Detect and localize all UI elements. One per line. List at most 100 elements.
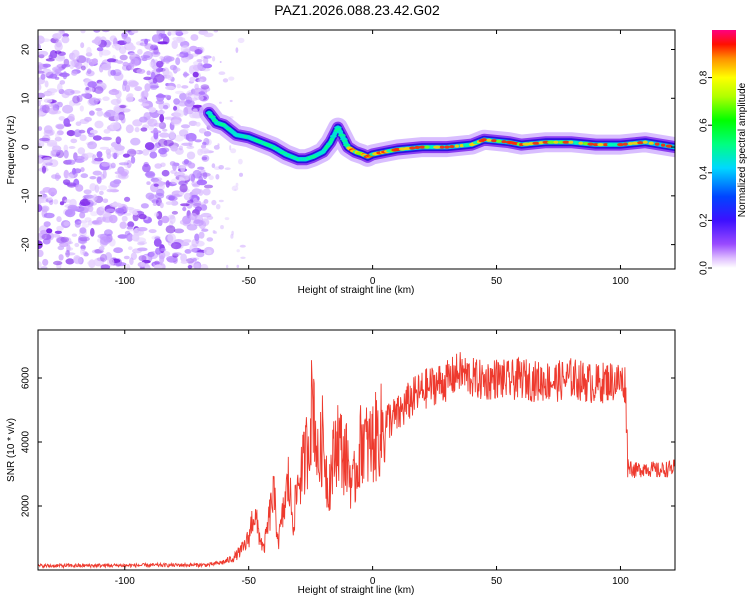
noise-blob bbox=[70, 138, 78, 144]
noise-blob bbox=[194, 206, 202, 212]
noise-blob bbox=[215, 174, 220, 180]
noise-blob bbox=[106, 152, 112, 160]
noise-blob bbox=[181, 85, 189, 89]
noise-blob bbox=[67, 174, 74, 180]
noise-blob bbox=[201, 228, 209, 232]
noise-blob bbox=[189, 76, 196, 83]
colorbar-tick-label: 0.0 bbox=[699, 261, 710, 275]
noise-blob bbox=[181, 142, 193, 146]
noise-blob bbox=[79, 198, 91, 206]
ridge-hotspot bbox=[501, 140, 507, 144]
noise-blob bbox=[176, 53, 184, 57]
noise-blob bbox=[130, 137, 141, 146]
x-tick-label: -100 bbox=[115, 276, 135, 287]
noise-blob bbox=[202, 188, 211, 196]
noise-blob bbox=[38, 110, 42, 118]
noise-blob bbox=[142, 149, 150, 156]
noise-blob bbox=[87, 220, 93, 226]
colorbar-ticks: 0.0 0.2 0.4 0.6 0.8 bbox=[699, 70, 712, 275]
noise-blob bbox=[113, 152, 118, 159]
noise-blob bbox=[183, 71, 188, 78]
noise-blob bbox=[129, 45, 136, 51]
ridge-hotspot bbox=[607, 143, 615, 147]
ridge-hotspot bbox=[486, 138, 492, 142]
noise-blob bbox=[56, 124, 65, 130]
noise-blob bbox=[101, 30, 110, 33]
noise-blob bbox=[39, 194, 49, 200]
noise-blob bbox=[124, 85, 131, 92]
noise-blob bbox=[79, 236, 90, 242]
ridge-hotspot bbox=[558, 140, 564, 144]
noise-blob bbox=[51, 145, 62, 153]
noise-blob bbox=[75, 62, 83, 70]
ridge-hotspot bbox=[568, 140, 574, 144]
noise-blob bbox=[98, 185, 108, 191]
noise-blob bbox=[184, 99, 195, 107]
noise-blob bbox=[123, 36, 132, 44]
noise-blob bbox=[117, 172, 129, 180]
noise-blob bbox=[165, 180, 170, 188]
x-tick-label: 100 bbox=[612, 576, 629, 587]
ridge-hotspot bbox=[578, 141, 584, 145]
noise-blob bbox=[119, 104, 127, 109]
noise-blob bbox=[144, 83, 151, 92]
noise-blob bbox=[52, 66, 63, 72]
noise-blob bbox=[94, 86, 104, 94]
noise-blob bbox=[80, 248, 85, 255]
ridge-hotspot bbox=[642, 140, 648, 144]
noise-blob bbox=[87, 195, 97, 203]
ridge-hotspot bbox=[637, 141, 644, 145]
noise-blob bbox=[121, 64, 130, 71]
noise-blob bbox=[41, 233, 52, 240]
spectrogram-plot-area bbox=[38, 30, 675, 269]
noise-blob bbox=[124, 212, 132, 216]
noise-blob bbox=[74, 242, 80, 248]
noise-blob bbox=[40, 38, 51, 42]
noise-blob bbox=[212, 56, 216, 62]
noise-blob bbox=[53, 260, 63, 266]
noise-blob bbox=[99, 205, 105, 211]
ridge-hotspot bbox=[403, 146, 411, 151]
noise-blob bbox=[99, 146, 110, 150]
noise-blob bbox=[141, 57, 148, 62]
noise-blob bbox=[211, 163, 216, 169]
noise-blob bbox=[152, 77, 158, 84]
colorbar-tick-label: 0.2 bbox=[699, 213, 710, 227]
noise-blob bbox=[96, 217, 102, 224]
noise-blob bbox=[64, 199, 72, 203]
noise-blob bbox=[231, 230, 234, 236]
noise-blob bbox=[132, 248, 142, 254]
noise-blob bbox=[95, 97, 102, 102]
noise-blob bbox=[46, 88, 58, 94]
noise-blob bbox=[109, 214, 118, 224]
noise-blob bbox=[203, 57, 209, 65]
noise-blob bbox=[81, 65, 86, 71]
noise-blob bbox=[203, 131, 212, 137]
noise-blob bbox=[166, 71, 173, 81]
noise-blob bbox=[83, 189, 92, 195]
noise-blob bbox=[100, 264, 111, 269]
noise-blob bbox=[178, 180, 188, 186]
noise-blob bbox=[38, 83, 42, 91]
noise-blob bbox=[201, 67, 211, 72]
ridge-hotspot bbox=[617, 143, 624, 147]
noise-blob bbox=[38, 204, 43, 212]
noise-blob bbox=[110, 69, 116, 76]
noise-blob bbox=[153, 47, 159, 55]
noise-blob bbox=[94, 184, 100, 193]
noise-blob bbox=[43, 98, 53, 104]
ridge-hotspot bbox=[593, 143, 599, 147]
noise-blob bbox=[38, 92, 46, 98]
noise-blob bbox=[178, 191, 185, 196]
snr-x-axis-label: Height of straight line (km) bbox=[298, 585, 415, 596]
noise-blob bbox=[38, 100, 41, 107]
noise-blob bbox=[42, 63, 51, 68]
noise-blob bbox=[48, 187, 58, 196]
noise-blob bbox=[165, 56, 175, 62]
noise-blob bbox=[90, 227, 95, 237]
noise-blob bbox=[200, 169, 206, 173]
noise-blob bbox=[157, 180, 164, 187]
noise-blob bbox=[159, 202, 164, 209]
y-tick-label: 0 bbox=[21, 144, 32, 150]
